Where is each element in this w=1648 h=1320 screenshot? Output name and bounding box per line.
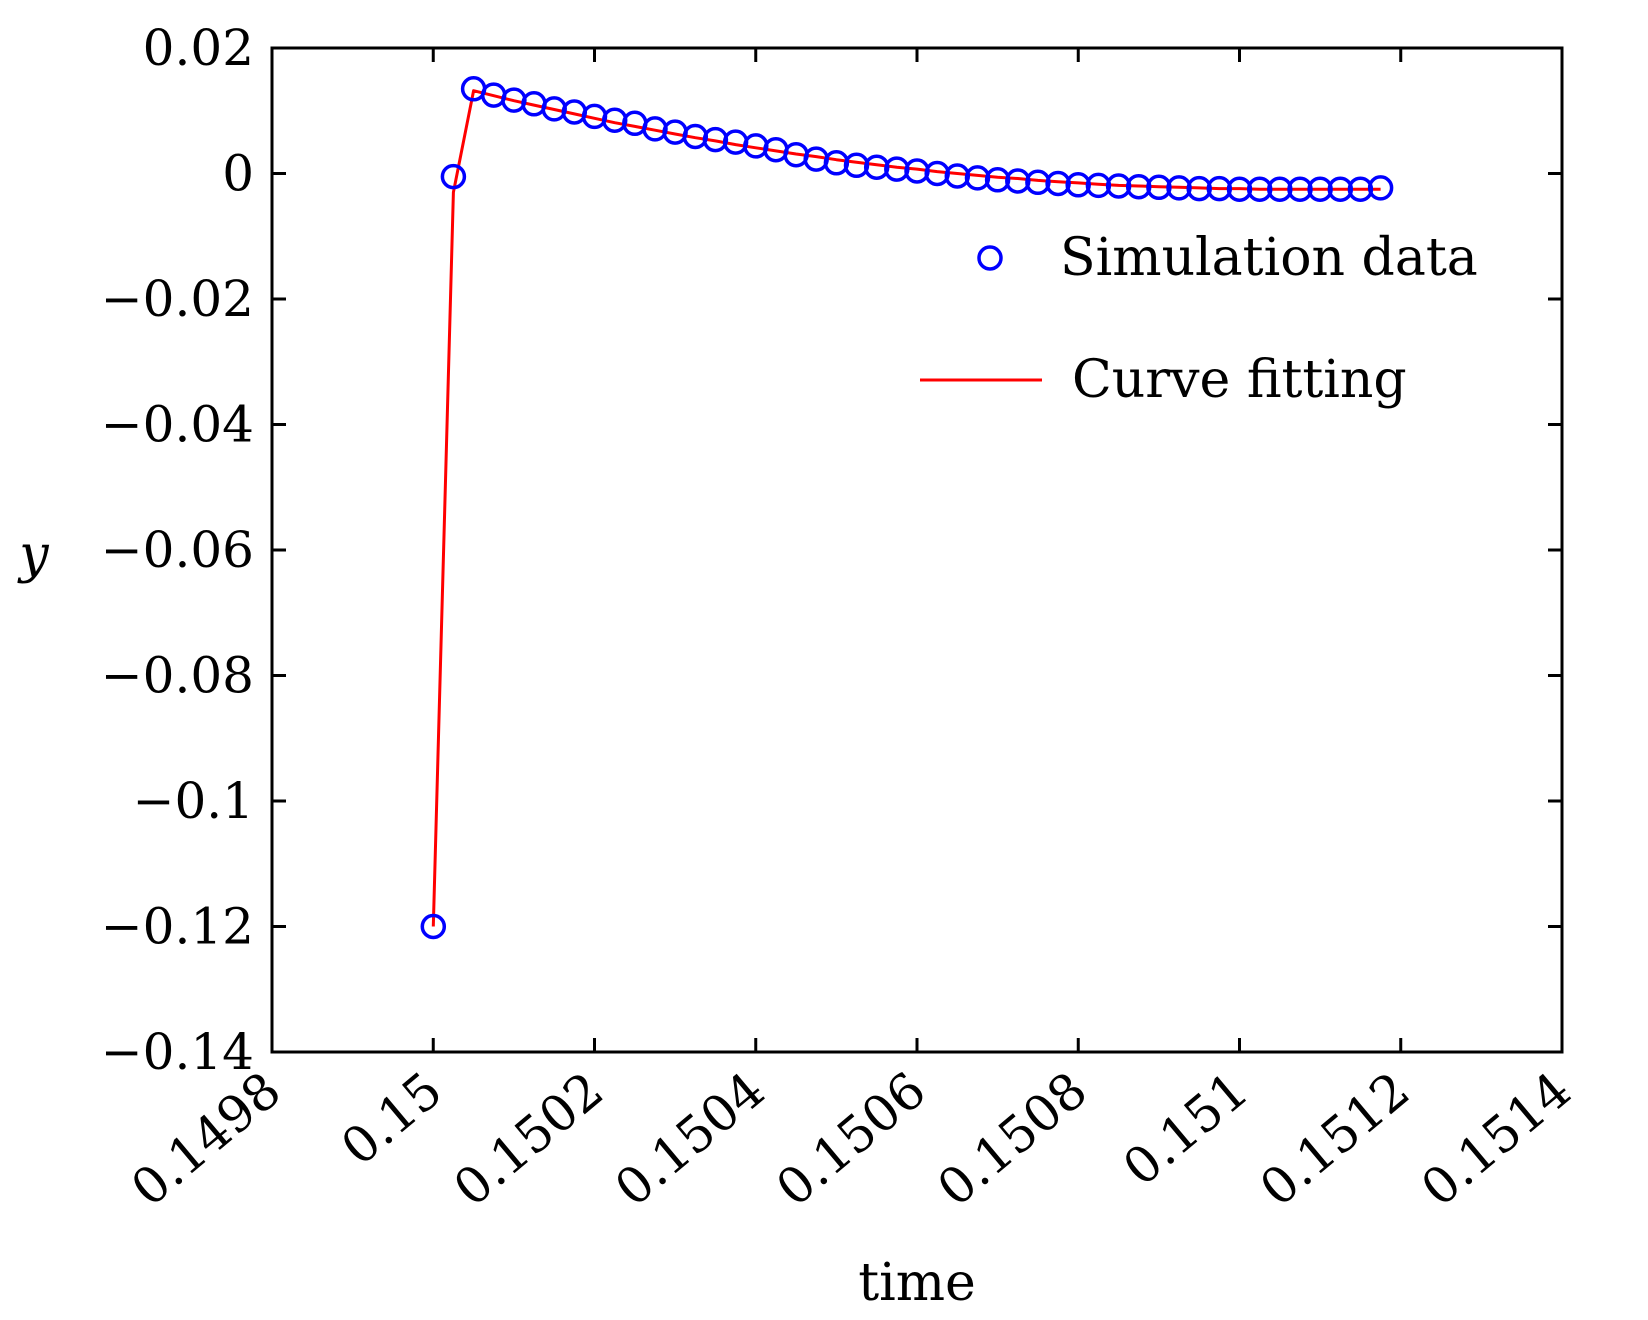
- data-point-simulation: [420, 913, 447, 940]
- x-tick-label: 0.1504: [604, 1061, 775, 1218]
- data-point-simulation: [1327, 176, 1354, 202]
- x-tick-label: 0.1508: [927, 1061, 1098, 1218]
- y-tick-label: −0.06: [101, 521, 254, 579]
- data-point-simulation: [1105, 173, 1132, 199]
- y-axis-label: y: [17, 525, 49, 585]
- x-tick-label: 0.1502: [443, 1061, 614, 1218]
- y-tick-labels: 0.02 0 −0.02 −0.04 −0.06 −0.08 −0.1 −0.12 −0.14: [101, 19, 254, 1081]
- plot-area: [420, 76, 1394, 940]
- y-tick-label: −0.12: [101, 898, 254, 956]
- y-tick-label: −0.14: [101, 1023, 254, 1081]
- x-tick-label: 0.1512: [1249, 1061, 1420, 1218]
- data-point-simulation: [1065, 172, 1091, 198]
- data-point-simulation: [1367, 175, 1394, 201]
- data-point-simulation: [1186, 175, 1212, 202]
- y-tick-label: 0.02: [143, 19, 254, 77]
- y-tick-label: −0.02: [101, 270, 254, 328]
- plot-frame: [270, 46, 1564, 1054]
- legend-label-simulation-data: Simulation data: [1060, 228, 1478, 288]
- x-axis-label: time: [858, 1253, 976, 1313]
- data-point-simulation: [1206, 175, 1233, 202]
- x-tick-label: 0.1514: [1410, 1061, 1581, 1218]
- data-point-simulation: [1146, 174, 1172, 201]
- y-tick-label: 0: [222, 145, 254, 203]
- y-tick-label: −0.1: [133, 772, 254, 830]
- data-point-simulation: [1246, 176, 1273, 202]
- x-tick-label: 0.1506: [765, 1061, 936, 1218]
- data-point-simulation: [1005, 168, 1031, 194]
- x-tick-label: 0.151: [1112, 1061, 1259, 1197]
- x-tick-label: 0.15: [330, 1061, 453, 1177]
- data-point-simulation: [1267, 176, 1293, 202]
- data-point-simulation: [1045, 170, 1071, 197]
- data-point-simulation: [1307, 176, 1333, 202]
- y-tick-label: −0.08: [101, 647, 254, 705]
- x-tick-label: 0.1498: [120, 1061, 291, 1218]
- y-tick-label: −0.04: [101, 396, 254, 454]
- series-line-curve-fitting: [431, 89, 1381, 927]
- data-point-simulation: [1125, 173, 1152, 200]
- data-point-simulation: [440, 163, 467, 190]
- legend-marker-simulation-data: [977, 245, 1003, 271]
- legend-label-curve-fitting: Curve fitting: [1072, 350, 1407, 410]
- data-point-simulation: [1166, 175, 1192, 201]
- data-point-simulation: [1226, 176, 1253, 202]
- data-point-simulation: [1085, 172, 1112, 199]
- data-point-simulation: [1287, 176, 1313, 202]
- legend: Simulation data Curve fitting: [920, 228, 1478, 410]
